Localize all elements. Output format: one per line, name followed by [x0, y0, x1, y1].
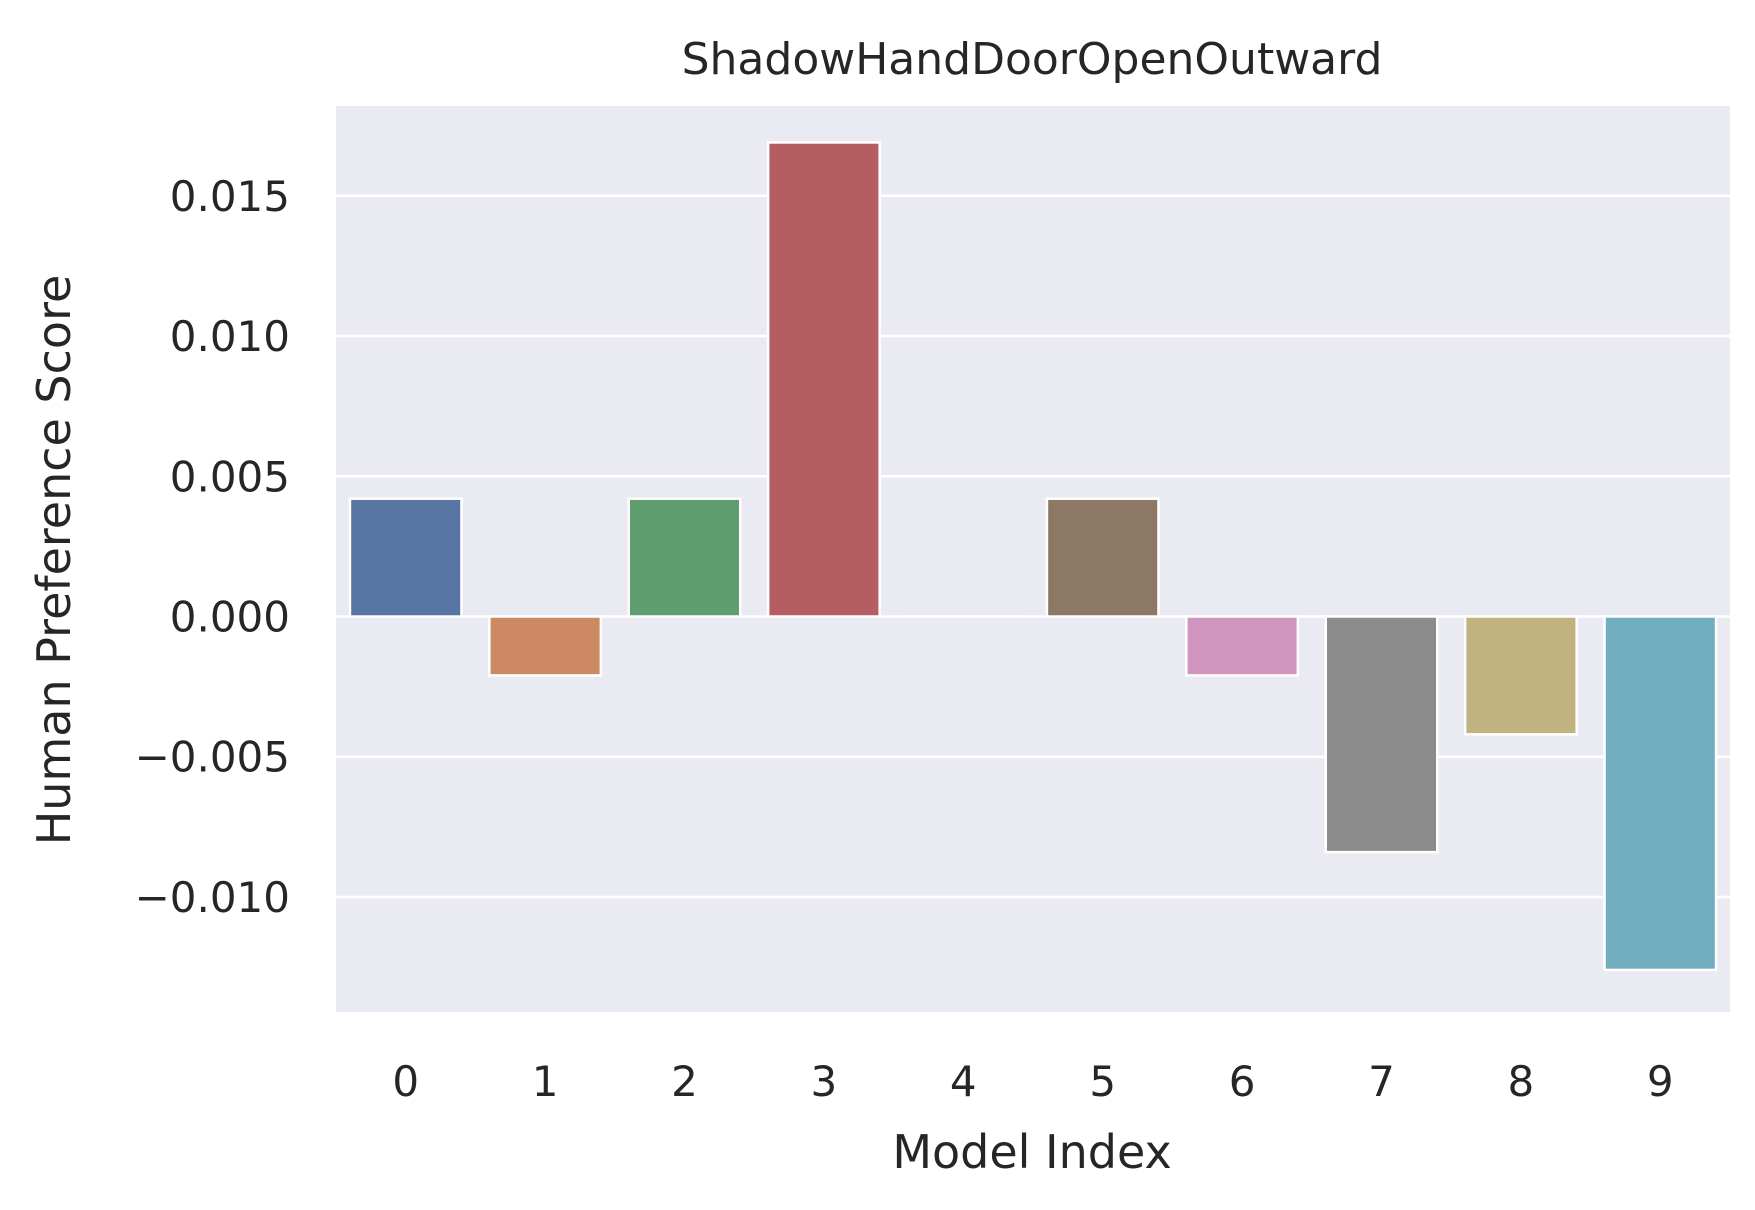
- bar-3: [766, 141, 881, 618]
- x-tick-label: 9: [1647, 1057, 1674, 1106]
- y-tick-label: 0.005: [170, 452, 290, 501]
- bar-0: [348, 497, 463, 618]
- y-tick-label: −0.005: [135, 733, 290, 782]
- x-tick-label: 2: [671, 1057, 698, 1106]
- x-tick-label: 0: [392, 1057, 419, 1106]
- bar-7: [1324, 615, 1439, 854]
- x-tick-label: 3: [811, 1057, 838, 1106]
- y-tick-label: −0.010: [135, 873, 290, 922]
- x-tick-label: 5: [1089, 1057, 1116, 1106]
- bar-6: [1185, 615, 1300, 677]
- x-tick-label: 6: [1229, 1057, 1256, 1106]
- x-tick-label: 1: [532, 1057, 559, 1106]
- bar-9: [1603, 615, 1718, 972]
- y-tick-label: 0.015: [170, 172, 290, 221]
- chart-title: ShadowHandDoorOpenOutward: [682, 34, 1383, 85]
- y-tick-label: 0.010: [170, 312, 290, 361]
- bar-5: [1045, 497, 1160, 618]
- x-tick-label: 7: [1368, 1057, 1395, 1106]
- bars: [348, 141, 1718, 972]
- x-tick-label: 4: [950, 1057, 977, 1106]
- x-axis-label: Model Index: [892, 1125, 1171, 1179]
- bar-1: [488, 615, 603, 677]
- y-axis-label: Human Preference Score: [27, 275, 81, 846]
- y-tick-labels: −0.010 −0.005 0.000 0.005 0.010 0.015: [135, 172, 290, 922]
- bar-2: [627, 497, 742, 618]
- plot-area: [336, 106, 1730, 1012]
- x-tick-label: 8: [1508, 1057, 1535, 1106]
- y-tick-label: 0.000: [170, 593, 290, 642]
- x-tick-labels: 0 1 2 3 4 5 6 7 8 9: [392, 1057, 1673, 1106]
- bar-8: [1463, 615, 1578, 736]
